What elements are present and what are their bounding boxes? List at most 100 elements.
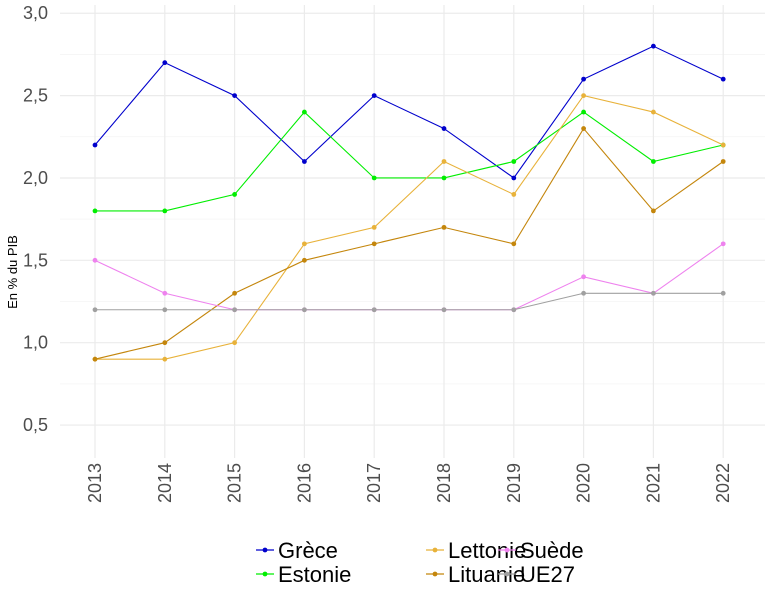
data-point <box>302 257 307 263</box>
data-point <box>581 274 586 280</box>
legend-label: Grèce <box>278 538 338 563</box>
data-point <box>581 290 586 296</box>
data-point <box>651 159 656 164</box>
data-point <box>581 93 586 98</box>
legend-key-point <box>262 571 268 577</box>
data-point <box>441 175 447 181</box>
x-tick-label: 2022 <box>713 463 733 503</box>
x-tick-label: 2020 <box>574 463 594 503</box>
x-tick-label: 2021 <box>643 463 663 503</box>
data-point <box>371 224 377 230</box>
data-point <box>232 290 238 296</box>
series-line <box>94 45 724 179</box>
x-tick-label: 2019 <box>504 463 524 503</box>
legend-key-point <box>504 547 510 553</box>
data-point <box>162 340 168 346</box>
data-point <box>441 126 447 131</box>
data-point <box>92 356 98 362</box>
y-tick-label: 1,5 <box>23 250 48 270</box>
series-ue27 <box>92 290 726 313</box>
data-point <box>371 241 377 247</box>
x-tick-label: 2015 <box>225 463 245 503</box>
grid <box>60 5 765 458</box>
legend-key-point <box>262 547 268 553</box>
data-point <box>720 142 726 148</box>
series-line <box>94 127 724 360</box>
data-point <box>581 109 586 115</box>
data-point <box>162 208 168 214</box>
y-axis-label: En % du PIB <box>5 235 20 309</box>
legend-item: Suède <box>498 538 584 563</box>
data-point <box>302 241 307 247</box>
legend-key-point <box>504 571 510 577</box>
data-point <box>302 307 307 313</box>
series-group <box>92 43 726 362</box>
data-point <box>371 307 377 313</box>
series-line <box>94 243 724 311</box>
series-lettonie <box>92 93 726 362</box>
data-point <box>441 307 447 313</box>
x-tick-label: 2018 <box>434 463 454 503</box>
data-point <box>651 109 656 115</box>
x-axis-ticks: 2013 2014 2015 2016 2017 2018 2019 2020 2021 2022 <box>85 463 733 503</box>
series-line <box>95 292 724 311</box>
data-point <box>720 76 726 82</box>
data-point <box>441 159 447 164</box>
data-point <box>302 109 307 115</box>
series-line <box>95 94 724 360</box>
legend-label: Estonie <box>278 562 351 587</box>
y-axis-ticks: 0,5 1,0 1,5 2,0 2,5 3,0 <box>23 3 48 435</box>
y-tick-label: 2,5 <box>23 86 48 106</box>
data-point <box>720 290 726 296</box>
data-point <box>162 60 168 66</box>
data-point <box>162 290 168 296</box>
data-point <box>232 93 238 98</box>
data-point <box>232 192 238 197</box>
legend-item: Grèce <box>256 538 338 563</box>
data-point <box>651 43 656 49</box>
data-point <box>302 159 307 164</box>
data-point <box>581 126 586 131</box>
x-tick-label: 2014 <box>155 463 175 503</box>
data-point <box>232 307 238 313</box>
data-point <box>720 241 726 247</box>
data-point <box>511 175 517 181</box>
data-point <box>511 307 517 313</box>
y-tick-label: 1,0 <box>23 333 48 353</box>
data-point <box>162 356 168 362</box>
series-lituanie <box>92 126 726 362</box>
data-point <box>511 159 517 164</box>
data-point <box>232 340 238 346</box>
data-point <box>92 307 98 313</box>
data-point <box>92 208 98 214</box>
legend-key-point <box>432 547 438 553</box>
data-point <box>371 93 377 98</box>
data-point <box>511 241 517 247</box>
data-point <box>581 76 586 82</box>
data-point <box>651 208 656 214</box>
legend-item: Estonie <box>256 562 351 587</box>
data-point <box>511 192 517 197</box>
data-point <box>162 307 168 313</box>
x-tick-label: 2013 <box>85 463 105 503</box>
y-tick-label: 0,5 <box>23 415 48 435</box>
data-point <box>92 142 98 148</box>
y-tick-label: 3,0 <box>23 3 48 23</box>
series-line <box>95 111 724 212</box>
data-point <box>720 159 726 164</box>
data-point <box>371 175 377 181</box>
y-tick-label: 2,0 <box>23 168 48 188</box>
series-estonie <box>92 109 726 214</box>
x-tick-label: 2016 <box>294 463 314 503</box>
data-point <box>651 290 656 296</box>
legend-label: UE27 <box>520 562 575 587</box>
legend-label: Suède <box>520 538 584 563</box>
data-point <box>92 257 98 263</box>
x-tick-label: 2017 <box>364 463 384 503</box>
legend-item: UE27 <box>498 562 575 587</box>
series-grèce <box>92 43 726 181</box>
data-point <box>441 224 447 230</box>
